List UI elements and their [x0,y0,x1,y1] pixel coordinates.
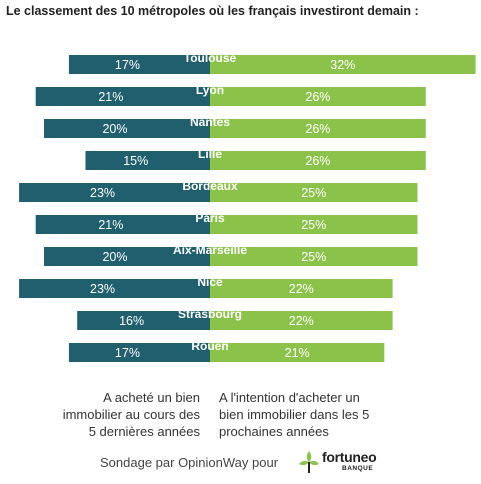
fortuneo-leaf-icon [299,451,319,473]
bar-past-lyon [35,87,211,106]
legend-right-line: prochaines années [219,424,329,439]
city-label-toulouse: Toulouse [184,51,237,65]
legend-right: A l'intention d'acheter un bien immobili… [219,389,429,440]
bar-past-rouen [68,343,211,362]
label-future-nice: 22% [289,282,314,296]
fortuneo-logo: fortuneo BANQUE [298,448,388,478]
bar-future-strasbourg [210,311,393,330]
city-label-rouen: Rouen [191,339,228,353]
bar-past-toulouse [68,55,211,74]
bar-past-bordeaux [19,183,210,202]
city-label-nice: Nice [197,275,223,289]
label-future-lille: 26% [305,154,330,168]
label-past-bordeaux: 23% [90,186,115,200]
bar-past-paris [35,215,211,234]
bar-future-aix-marseille [210,247,418,266]
diverging-bar-chart: 17% 32% Toulouse 21% 26% Lyon 20% 26% Nantes 15% 2… [19,51,476,362]
label-future-toulouse: 32% [330,58,355,72]
bar-future-lyon [210,87,426,106]
bar-future-bordeaux [210,183,418,202]
bar-past-strasbourg [77,311,210,330]
label-past-lille: 15% [123,154,148,168]
legend-left-line: 5 dernières années [88,424,200,439]
bar-future-toulouse [210,55,476,74]
label-past-lyon: 21% [98,90,123,104]
label-future-rouen: 21% [285,346,310,360]
label-past-strasbourg: 16% [119,314,144,328]
logo-sub: BANQUE [342,465,374,472]
label-future-paris: 25% [301,218,326,232]
chart-title: Le classement des 10 métropoles où les f… [6,4,419,18]
city-label-bordeaux: Bordeaux [182,179,238,193]
bar-past-lille [85,151,210,170]
city-label-strasbourg: Strasbourg [178,307,242,321]
city-label-lille: Lille [198,147,222,161]
label-past-rouen: 17% [115,346,140,360]
label-past-aix-marseille: 20% [102,250,127,264]
legend-right-line: A l'intention d'acheter un [219,390,360,405]
bar-past-aix-marseille [44,247,210,266]
label-past-nice: 23% [90,282,115,296]
city-label-paris: Paris [195,211,225,225]
label-future-strasbourg: 22% [289,314,314,328]
city-label-nantes: Nantes [190,115,230,129]
bar-future-nantes [210,119,426,138]
bar-future-lille [210,151,426,170]
label-future-nantes: 26% [305,122,330,136]
survey-credit: Sondage par OpinionWay pour [100,455,279,470]
label-past-toulouse: 17% [115,58,140,72]
logo-name: fortuneo [322,449,377,465]
legend-right-line: bien immobilier dans les 5 [219,407,370,422]
label-past-nantes: 20% [102,122,127,136]
legend-left: A acheté un bien immobilier au cours des… [20,389,200,440]
city-label-lyon: Lyon [196,83,224,97]
bar-future-rouen [210,343,385,362]
label-future-aix-marseille: 25% [301,250,326,264]
label-past-paris: 21% [98,218,123,232]
bar-future-nice [210,279,393,298]
bar-past-nice [19,279,210,298]
bar-future-paris [210,215,418,234]
bar-past-nantes [44,119,210,138]
city-label-aix-marseille: Aix-Marseille [173,243,247,257]
legend-left-line: A acheté un bien [103,390,200,405]
label-future-bordeaux: 25% [301,186,326,200]
legend-left-line: immobilier au cours des [62,407,200,422]
label-future-lyon: 26% [305,90,330,104]
